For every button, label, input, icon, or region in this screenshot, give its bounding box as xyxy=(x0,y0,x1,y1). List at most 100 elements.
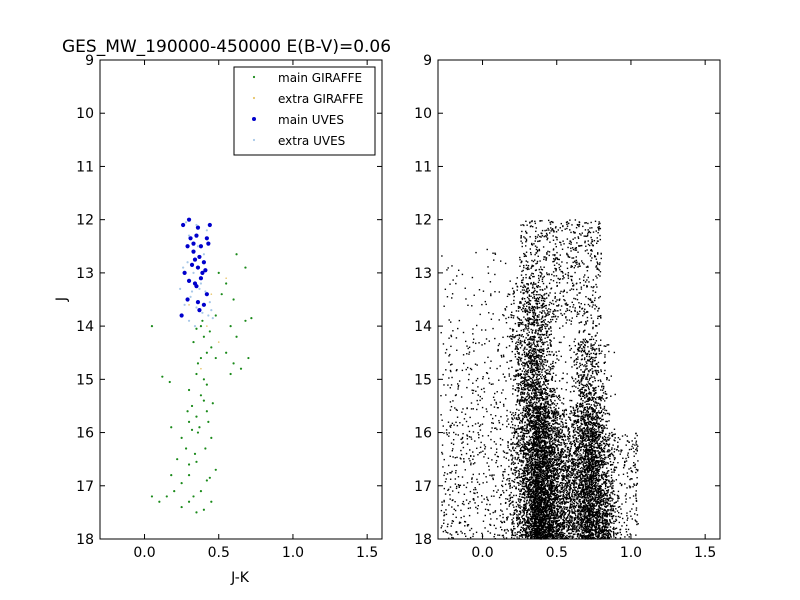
right-point xyxy=(547,535,549,538)
right-point xyxy=(519,535,521,537)
point-main-giraffe xyxy=(195,372,198,376)
right-point xyxy=(580,377,583,380)
right-point xyxy=(533,407,535,409)
right-point xyxy=(552,354,555,356)
right-point xyxy=(533,337,535,339)
right-point xyxy=(516,453,518,455)
right-point xyxy=(543,383,545,385)
right-point xyxy=(540,490,542,492)
right-point xyxy=(508,480,510,482)
right-point xyxy=(528,502,530,504)
right-point xyxy=(527,424,529,426)
right-point xyxy=(536,364,538,366)
right-point xyxy=(548,454,551,457)
right-point xyxy=(544,484,547,486)
right-point xyxy=(541,341,544,343)
right-point xyxy=(530,450,532,452)
point-main-uves xyxy=(197,308,202,313)
point-main-uves xyxy=(185,244,190,249)
legend-label: main UVES xyxy=(278,113,344,127)
right-point xyxy=(602,503,605,505)
right-point xyxy=(523,297,526,300)
right-point xyxy=(528,443,530,445)
right-point xyxy=(544,319,546,321)
right-point xyxy=(518,459,521,461)
right-point xyxy=(556,445,558,447)
point-main-giraffe xyxy=(180,482,183,485)
right-point xyxy=(526,480,528,483)
right-point xyxy=(529,511,532,513)
right-point xyxy=(529,522,532,525)
right-point xyxy=(532,526,534,528)
right-point xyxy=(527,489,530,492)
legend-box xyxy=(233,66,376,156)
right-point xyxy=(539,366,541,368)
right-point xyxy=(532,457,535,460)
right-point xyxy=(547,533,550,535)
right-point xyxy=(545,398,547,400)
right-point xyxy=(528,306,530,308)
right-point xyxy=(562,448,564,450)
right-point xyxy=(526,520,528,523)
right-point xyxy=(552,521,554,524)
right-point xyxy=(531,449,533,452)
right-point xyxy=(546,336,549,339)
right-point xyxy=(517,344,519,346)
right-point xyxy=(554,526,556,528)
right-point xyxy=(532,398,534,401)
right-point xyxy=(595,340,598,342)
right-point xyxy=(570,356,572,359)
right-point xyxy=(554,391,556,393)
right-point xyxy=(525,376,527,378)
right-point xyxy=(575,353,577,356)
right-point xyxy=(528,343,530,346)
right-point xyxy=(521,536,524,538)
right-point xyxy=(520,533,523,536)
right-point xyxy=(522,382,525,384)
right-point xyxy=(525,372,527,375)
point-main-giraffe xyxy=(201,319,204,322)
right-point xyxy=(601,350,603,352)
right-point xyxy=(612,482,614,484)
right-point xyxy=(530,352,533,354)
right-point xyxy=(541,439,544,442)
right-point xyxy=(543,388,545,390)
right-point xyxy=(523,534,525,536)
right-point xyxy=(595,538,597,540)
right-point xyxy=(523,508,525,510)
right-point xyxy=(528,501,530,503)
right-point xyxy=(536,388,539,391)
right-point xyxy=(527,496,530,499)
right-point xyxy=(523,528,526,530)
right-point xyxy=(543,377,546,380)
right-point xyxy=(565,506,567,509)
right-point xyxy=(530,478,532,480)
right-point xyxy=(531,534,533,537)
right-point xyxy=(541,374,544,376)
right-point xyxy=(526,459,528,461)
right-point xyxy=(604,361,606,363)
right-point xyxy=(511,455,514,457)
right-point xyxy=(524,490,527,492)
point-main-giraffe xyxy=(193,452,197,455)
right-point xyxy=(513,522,515,525)
right-point xyxy=(545,378,548,381)
right-point xyxy=(548,506,551,508)
right-point xyxy=(545,371,547,374)
right-point xyxy=(514,532,516,534)
right-point xyxy=(523,353,526,356)
right-point xyxy=(547,347,549,349)
right-point xyxy=(528,449,531,451)
right-point xyxy=(579,427,581,429)
right-point xyxy=(551,318,554,321)
right-point xyxy=(541,348,543,351)
right-point xyxy=(591,424,594,427)
right-point xyxy=(519,498,521,500)
right-point xyxy=(536,410,538,412)
right-point xyxy=(555,395,557,397)
right-point xyxy=(550,417,552,420)
right-point xyxy=(527,365,530,367)
right-point xyxy=(521,518,524,520)
right-point xyxy=(526,469,528,471)
right-point xyxy=(605,476,608,479)
